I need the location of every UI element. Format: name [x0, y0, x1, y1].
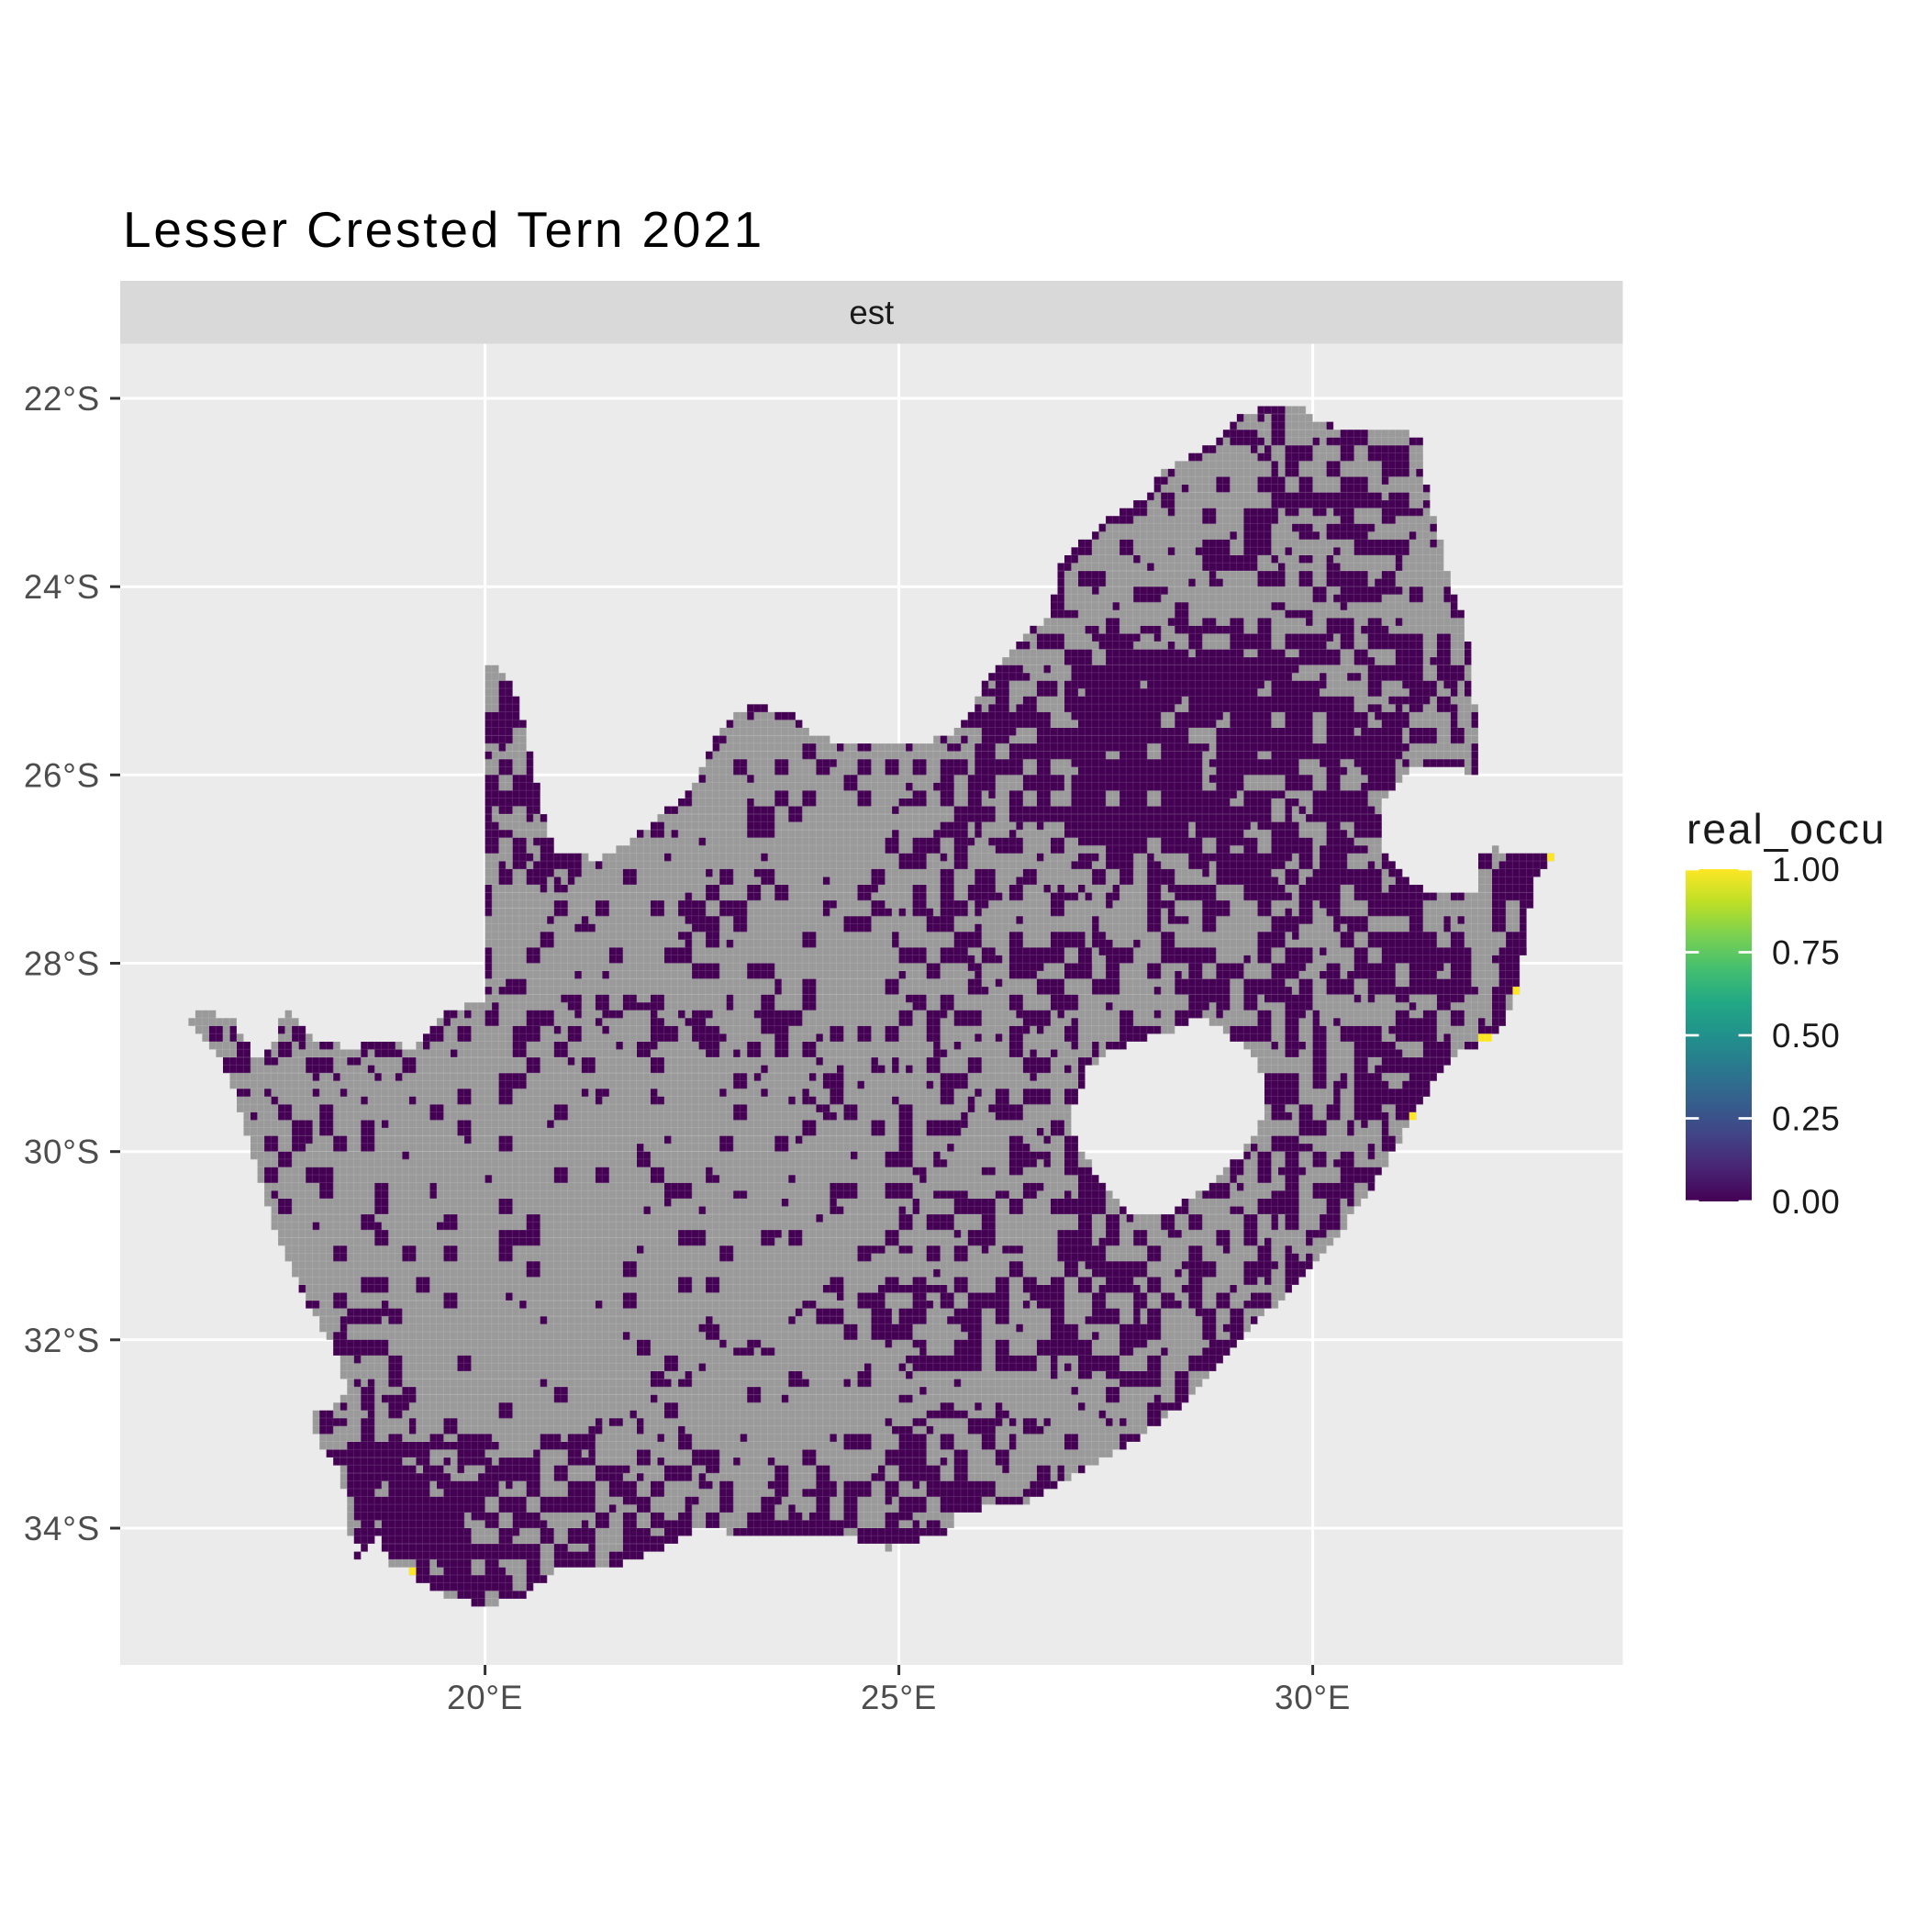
- svg-text:30°S: 30°S: [24, 1134, 100, 1171]
- svg-text:0.50: 0.50: [1772, 1017, 1841, 1055]
- svg-text:26°S: 26°S: [24, 756, 100, 794]
- svg-text:30°E: 30°E: [1275, 1679, 1351, 1716]
- svg-text:real_occu: real_occu: [1687, 805, 1886, 853]
- svg-text:0.75: 0.75: [1772, 934, 1841, 972]
- svg-text:24°S: 24°S: [24, 568, 100, 606]
- svg-text:1.00: 1.00: [1772, 851, 1841, 888]
- svg-text:25°E: 25°E: [861, 1679, 937, 1716]
- svg-text:0.25: 0.25: [1772, 1100, 1841, 1138]
- svg-text:0.00: 0.00: [1772, 1183, 1841, 1221]
- svg-text:34°S: 34°S: [24, 1510, 100, 1547]
- svg-text:Lesser Crested Tern 2021: Lesser Crested Tern 2021: [123, 201, 764, 258]
- svg-text:22°S: 22°S: [24, 380, 100, 418]
- svg-text:32°S: 32°S: [24, 1322, 100, 1359]
- svg-text:28°S: 28°S: [24, 945, 100, 983]
- svg-text:20°E: 20°E: [447, 1679, 523, 1716]
- svg-text:est: est: [849, 294, 894, 331]
